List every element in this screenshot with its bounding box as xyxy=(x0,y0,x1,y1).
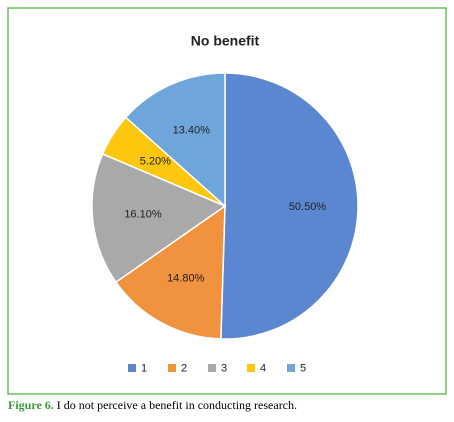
chart: No benefit 50.50% 14.80% 16.10% 5.20% 13.40%… xyxy=(7,7,447,395)
caption: Figure 6. I do not perceive a benefit in… xyxy=(8,398,297,413)
pie-slice xyxy=(124,72,226,208)
legend-swatch xyxy=(168,364,176,372)
chart-title: No benefit xyxy=(191,33,260,49)
legend-label: 5 xyxy=(300,362,306,374)
value-label: 13.40% xyxy=(173,125,211,137)
legend-label: 3 xyxy=(221,362,227,374)
pie-slice xyxy=(220,72,359,340)
pie-slice xyxy=(91,152,227,284)
caption-label: Figure 6. xyxy=(8,398,54,412)
value-label: 14.80% xyxy=(167,272,205,284)
legend-label: 4 xyxy=(260,362,266,374)
legend-swatch xyxy=(287,364,295,372)
pie-slice xyxy=(114,204,226,340)
chart-frame xyxy=(7,7,447,395)
legend-swatch xyxy=(247,364,255,372)
legend-swatch xyxy=(208,364,216,372)
value-label: 50.50% xyxy=(289,201,327,213)
caption-text: I do not perceive a benefit in conductin… xyxy=(56,398,298,412)
legend-label: 2 xyxy=(181,362,187,374)
value-label: 16.10% xyxy=(124,208,162,220)
legend-swatch xyxy=(128,364,136,372)
legend-label: 1 xyxy=(141,362,147,374)
value-label: 5.20% xyxy=(140,156,171,168)
